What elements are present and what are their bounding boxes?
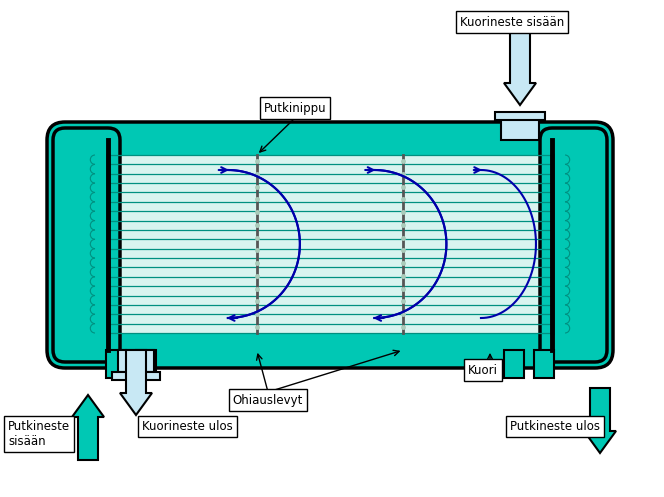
Polygon shape	[106, 350, 126, 378]
Bar	[118, 350, 154, 372]
Polygon shape	[504, 30, 536, 105]
Polygon shape	[72, 395, 104, 460]
Bar	[108, 155, 552, 333]
Polygon shape	[120, 350, 152, 415]
Text: Putkinippu: Putkinippu	[264, 101, 326, 114]
Polygon shape	[584, 388, 616, 453]
FancyBboxPatch shape	[47, 122, 613, 368]
Bar	[495, 112, 545, 120]
Text: Ohiauslevyt: Ohiauslevyt	[233, 394, 303, 407]
Polygon shape	[136, 350, 156, 378]
Polygon shape	[534, 350, 554, 378]
Text: Putkineste ulos: Putkineste ulos	[510, 420, 600, 433]
Text: Kuori: Kuori	[468, 363, 498, 377]
Bar	[112, 372, 160, 380]
Bar	[501, 118, 539, 140]
Text: Putkineste
sisään: Putkineste sisään	[8, 420, 70, 448]
Text: Kuorineste sisään: Kuorineste sisään	[460, 15, 564, 28]
Polygon shape	[504, 350, 524, 378]
Text: Kuorineste ulos: Kuorineste ulos	[142, 420, 233, 433]
FancyBboxPatch shape	[540, 128, 607, 362]
FancyBboxPatch shape	[53, 128, 120, 362]
